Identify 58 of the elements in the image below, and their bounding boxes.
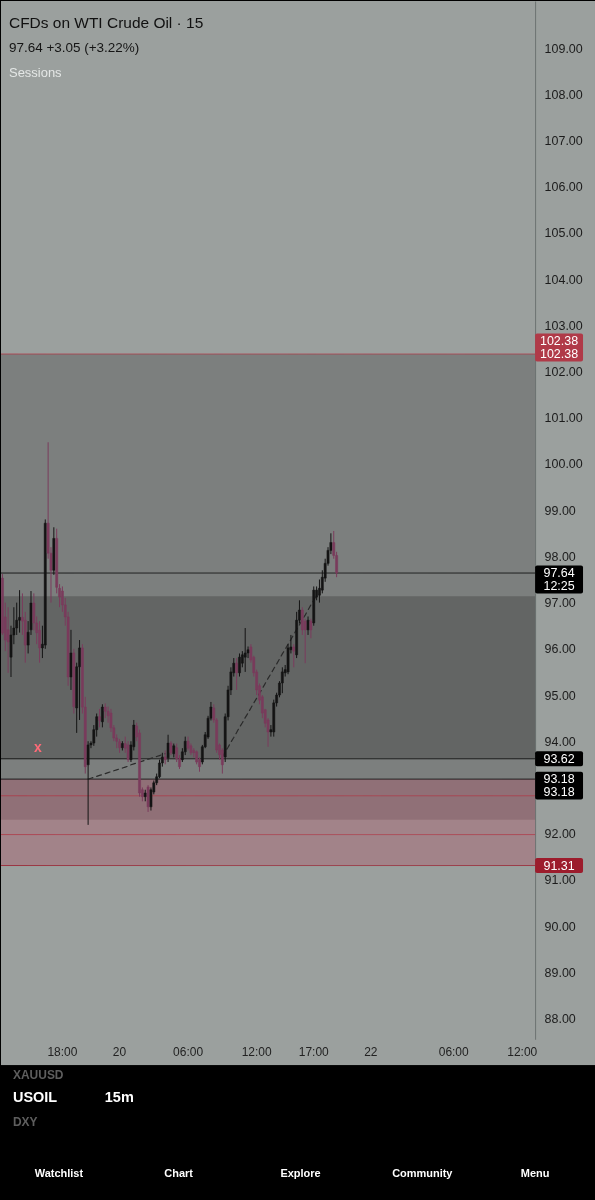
text: CFDs on WTI Crude Oil · 15 bbox=[8, 13, 204, 31]
candlestick bbox=[18, 589, 21, 634]
y-tick-label: 100.00 bbox=[544, 457, 583, 472]
y-tick-label: 98.00 bbox=[544, 549, 576, 564]
y-tick-label: 99.00 bbox=[544, 503, 576, 518]
ref-line-label: 93.18 93.18 bbox=[543, 772, 575, 800]
x-tick-label: 12:00 bbox=[241, 1044, 272, 1059]
annotation: Sessions bbox=[8, 64, 63, 80]
y-tick-label: 95.00 bbox=[544, 688, 576, 703]
y-tick-label: 91.00 bbox=[544, 873, 576, 888]
x-tick-label: 22 bbox=[364, 1044, 378, 1059]
candlestick bbox=[306, 615, 310, 636]
text: DXY bbox=[12, 1115, 38, 1130]
y-tick-label: 107.00 bbox=[544, 134, 583, 149]
text: Watchlist bbox=[34, 1167, 84, 1180]
x-tick-label: 18:00 bbox=[47, 1044, 78, 1059]
y-tick-label: 102.00 bbox=[544, 365, 583, 380]
y-tick-label: 106.00 bbox=[544, 180, 583, 195]
y-tick-label: 92.00 bbox=[544, 827, 576, 842]
text: USOIL bbox=[12, 1089, 58, 1106]
text: Explore bbox=[280, 1167, 321, 1180]
x-tick-label: 17:00 bbox=[298, 1044, 330, 1059]
y-tick-label: 94.00 bbox=[544, 734, 576, 749]
text: Menu bbox=[520, 1167, 550, 1180]
y-tick-label: 90.00 bbox=[544, 919, 576, 934]
text: XAUUSD bbox=[12, 1068, 64, 1083]
y-tick-label: 101.00 bbox=[544, 411, 583, 426]
candlestick bbox=[309, 618, 313, 639]
y-tick-label: 97.00 bbox=[544, 596, 576, 611]
ref-line-label: 93.62 bbox=[543, 751, 575, 766]
x-tick-label: 12:00 bbox=[507, 1044, 538, 1059]
x-tick-label: 20 bbox=[112, 1044, 127, 1059]
candlestick bbox=[6, 606, 10, 674]
text: 15m bbox=[104, 1089, 134, 1106]
candlestick bbox=[38, 620, 41, 664]
y-tick-label: 88.00 bbox=[544, 1011, 576, 1026]
candlestick bbox=[221, 747, 224, 775]
x-tick-label: 06:00 bbox=[173, 1044, 204, 1059]
y-tick-label: 108.00 bbox=[544, 87, 583, 102]
ref-line-label: 102.38 102.38 bbox=[539, 334, 579, 362]
candlestick bbox=[235, 657, 238, 691]
y-tick-label: 104.00 bbox=[544, 272, 583, 287]
text: Community bbox=[392, 1167, 454, 1180]
y-tick-label: 96.00 bbox=[544, 642, 576, 657]
y-tick-label: 89.00 bbox=[544, 965, 576, 980]
candlestick bbox=[98, 708, 101, 728]
x-tick-label: 06:00 bbox=[438, 1044, 470, 1059]
annotation: x bbox=[34, 738, 43, 755]
text: 97.64 +3.05 (+3.22%) bbox=[8, 39, 140, 55]
candlestick bbox=[292, 643, 296, 668]
candlestick bbox=[126, 740, 130, 763]
ref-line-label: 91.31 bbox=[543, 858, 575, 873]
y-tick-label: 109.00 bbox=[544, 41, 583, 56]
line-series bbox=[87, 753, 166, 780]
y-tick-label: 105.00 bbox=[544, 226, 583, 241]
text: Chart bbox=[164, 1167, 194, 1180]
y-tick-label: 103.00 bbox=[544, 318, 583, 333]
ref-line-label: 97.64 12:25 bbox=[543, 566, 575, 594]
